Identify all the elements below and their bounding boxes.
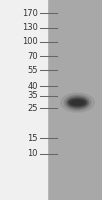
Ellipse shape	[64, 95, 91, 110]
Text: 40: 40	[27, 82, 38, 91]
Ellipse shape	[68, 98, 87, 107]
Text: 55: 55	[27, 66, 38, 75]
Text: 130: 130	[22, 23, 38, 32]
Ellipse shape	[66, 97, 89, 109]
Text: 70: 70	[27, 52, 38, 61]
Text: 170: 170	[22, 8, 38, 18]
Ellipse shape	[72, 101, 83, 105]
Text: 10: 10	[27, 149, 38, 158]
Text: 35: 35	[27, 91, 38, 100]
Text: 15: 15	[27, 134, 38, 143]
Text: 100: 100	[22, 38, 38, 46]
Bar	[0, 0, 47, 200]
Ellipse shape	[61, 93, 94, 112]
Ellipse shape	[70, 100, 85, 106]
Text: 25: 25	[27, 104, 38, 113]
